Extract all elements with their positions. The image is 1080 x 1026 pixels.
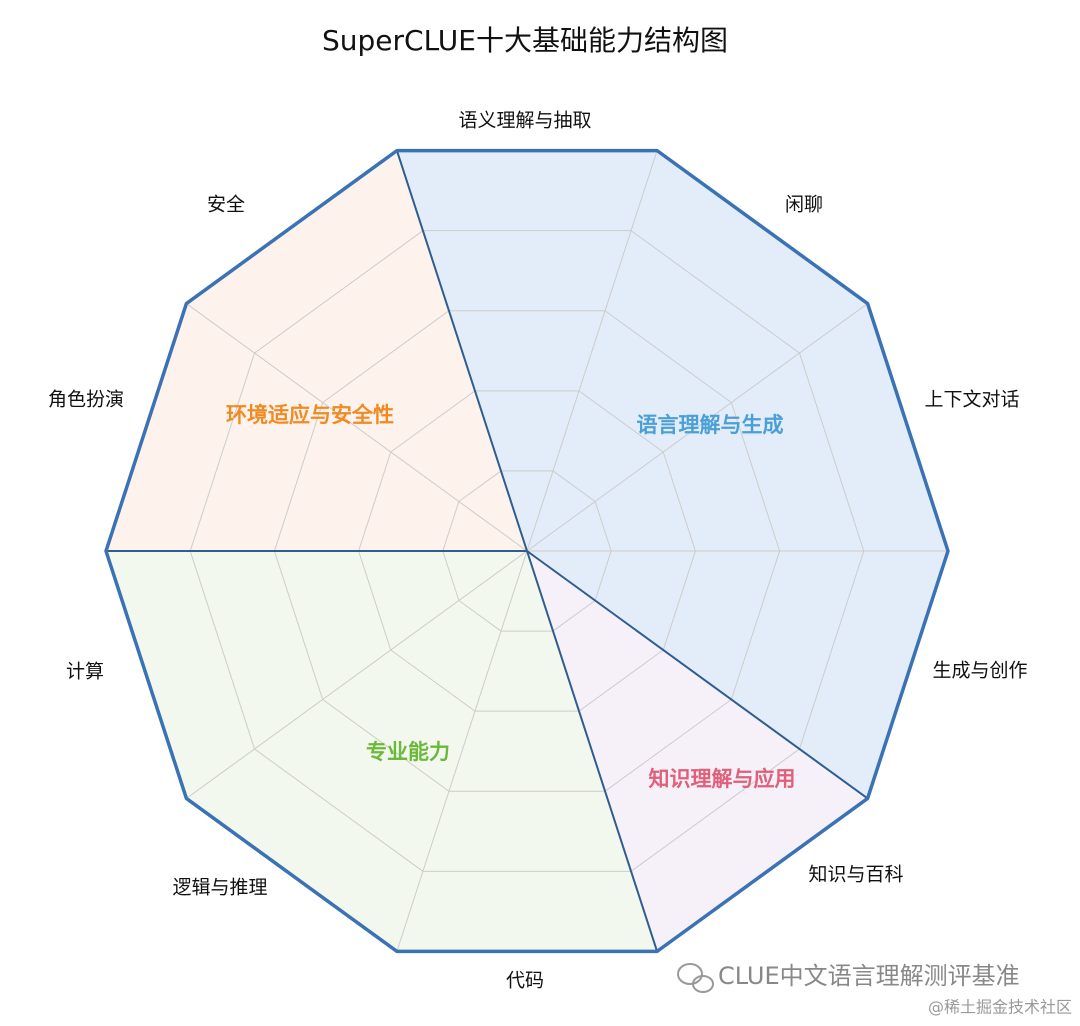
wechat-icon [677, 963, 714, 993]
watermark: CLUE中文语言理解测评基准 [718, 962, 1020, 990]
axis-label: 上下文对话 [924, 389, 1019, 411]
axis-label: 生成与创作 [932, 660, 1027, 682]
sector-divider [526, 550, 659, 952]
axis-label: 角色扮演 [48, 389, 124, 411]
spoke [186, 550, 528, 799]
axis-label: 闲聊 [785, 194, 823, 216]
outline [104, 148, 950, 954]
axis-label: 语义理解与抽取 [458, 110, 591, 132]
axis-label: 知识与百科 [808, 864, 903, 886]
sector-divider [395, 150, 528, 552]
title: SuperCLUE十大基础能力结构图 [322, 24, 728, 57]
sector [106, 150, 527, 551]
axis-label: 逻辑与推理 [172, 877, 267, 899]
sector-divider [526, 550, 869, 800]
group-label: 环境适应与安全性 [226, 403, 394, 427]
axis-label: 代码 [506, 970, 544, 992]
group-label: 专业能力 [366, 740, 450, 764]
spoke [526, 303, 868, 552]
sector [106, 551, 658, 952]
spoke [186, 303, 528, 552]
radar-shapes [104, 148, 950, 954]
sector [527, 551, 868, 952]
sector [396, 150, 949, 799]
group-label: 知识理解与应用 [649, 767, 796, 791]
spoke [526, 150, 658, 552]
axis-label: 计算 [66, 661, 104, 683]
group-label: 语言理解与生成 [637, 413, 784, 437]
axis-label: 安全 [207, 194, 245, 216]
credit: @稀土掘金技术社区 [928, 998, 1072, 1017]
spoke [396, 550, 528, 952]
